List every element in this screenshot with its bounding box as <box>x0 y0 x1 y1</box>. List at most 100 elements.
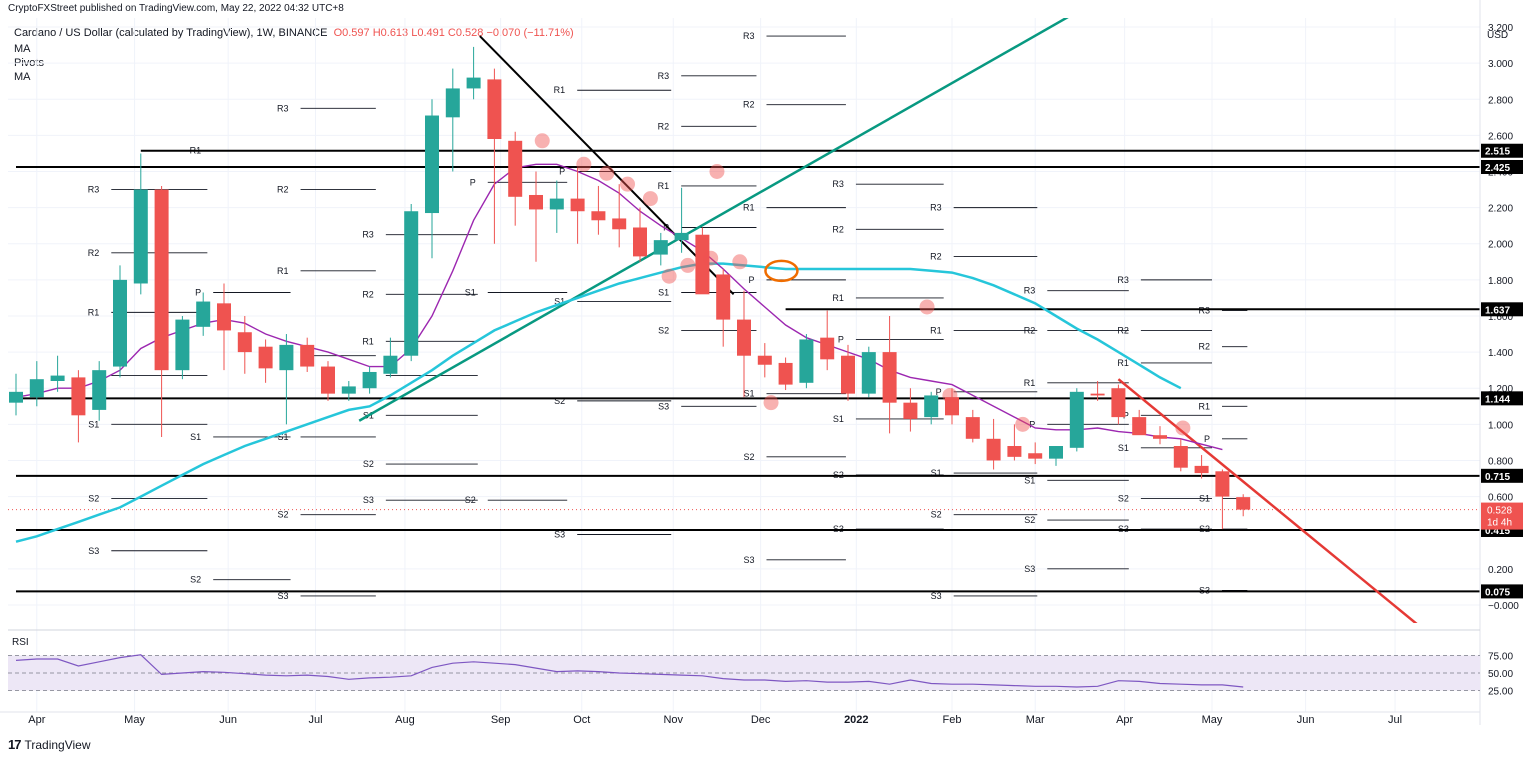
pivot-label: R3 <box>1117 275 1129 285</box>
candle <box>903 388 918 432</box>
pivot-touch-circle <box>919 299 935 315</box>
candle <box>133 153 148 295</box>
candle <box>1153 426 1167 445</box>
y-tick-label: 3.200 <box>1488 23 1513 34</box>
pivot-label: R3 <box>88 185 100 195</box>
pivot-label: P <box>1204 434 1210 444</box>
indicator-ma-fast[interactable]: MA <box>14 43 31 55</box>
candle-body <box>591 211 606 221</box>
candle-body <box>841 355 855 394</box>
candle <box>113 265 127 378</box>
plot-area: R3 R2 R1 P S1 S2 S3 R1 P S1 S2 R3 R2 R1 P S1 S2 S3 R3 R2 R1 P… <box>8 18 1480 623</box>
candle-body <box>549 198 564 210</box>
pivot-label: R1 <box>832 293 844 303</box>
y-tick-label: 1.000 <box>1488 420 1513 431</box>
candle <box>383 337 398 378</box>
x-tick-label: Dec <box>751 714 771 726</box>
candle <box>757 343 772 378</box>
candle <box>945 388 959 425</box>
rsi-level-label: 75.00 <box>1488 652 1513 663</box>
candle-body <box>1173 446 1188 468</box>
candle <box>445 68 460 172</box>
pivot-label: R1 <box>554 85 566 95</box>
candle <box>279 334 294 425</box>
pivot-label: S3 <box>658 401 669 411</box>
pivot-label: S1 <box>465 288 476 298</box>
candle <box>861 346 876 398</box>
pivot-label: R3 <box>658 71 670 81</box>
level-tag-bg <box>1481 159 1523 174</box>
level-tag-label: 0.715 <box>1485 472 1510 483</box>
pivot-label: S3 <box>88 546 99 556</box>
level-tag-label: 0.075 <box>1485 587 1510 598</box>
pivot-label: R1 <box>658 181 670 191</box>
candle-body <box>1090 393 1105 396</box>
candle <box>217 283 231 371</box>
candle-body <box>757 355 772 365</box>
candle <box>1090 381 1105 401</box>
level-tag-bg <box>1481 302 1523 317</box>
pivot-label: S2 <box>554 396 565 406</box>
tradingview-brand: TradingView <box>24 737 91 752</box>
pivot-touch-circle <box>709 164 725 180</box>
candle-body <box>674 232 689 241</box>
ma-slow-line <box>15 262 1182 543</box>
symbol-name: Cardano / US Dollar (calculated by Tradi… <box>14 27 328 39</box>
candle-body <box>425 115 439 214</box>
y-tick-label: 3.000 <box>1488 59 1513 70</box>
x-tick-label: Oct <box>573 714 590 726</box>
candle-body <box>986 438 1001 461</box>
x-tick-label: Sep <box>491 714 511 726</box>
pivot-label: S1 <box>1024 475 1035 485</box>
level-tag-bg <box>1481 468 1523 483</box>
pivot-label: S1 <box>833 414 844 424</box>
candle <box>71 370 86 443</box>
pivot-label: P <box>748 275 754 285</box>
pivot-label: R3 <box>930 203 942 213</box>
y-tick-label: 1.800 <box>1488 276 1513 287</box>
candle <box>716 269 731 347</box>
pivot-touch-circle <box>1015 416 1031 432</box>
candle <box>321 361 335 401</box>
candle-body <box>196 301 211 327</box>
pivot-label: P <box>663 222 669 232</box>
candle <box>508 131 523 226</box>
pivot-label: R3 <box>832 179 844 189</box>
publisher-note: CryptoFXStreet published on TradingView.… <box>8 3 344 14</box>
candle-body <box>217 303 231 331</box>
level-tag-bg <box>1481 143 1523 158</box>
pivot-label: R1 <box>88 307 100 317</box>
pivot-label: P <box>838 334 844 344</box>
x-tick-label: Apr <box>1116 714 1133 726</box>
indicator-ma-slow[interactable]: MA <box>14 71 31 83</box>
pivot-label: S2 <box>363 459 374 469</box>
candle-body <box>1194 465 1209 474</box>
candle <box>549 180 564 233</box>
pivot-label: S1 <box>88 419 99 429</box>
level-tag-label: 1.144 <box>1485 394 1510 405</box>
candle <box>799 334 814 389</box>
candle <box>570 167 585 244</box>
rsi-level-label: 50.00 <box>1488 669 1513 680</box>
x-tick-label: Jun <box>1297 714 1315 726</box>
y-tick-label: 1.400 <box>1488 348 1513 359</box>
candle <box>1173 438 1188 472</box>
candle-body <box>695 234 710 295</box>
level-tag-label: 1.637 <box>1485 305 1510 316</box>
pivot-label: R2 <box>743 100 755 110</box>
pivot-label: S2 <box>465 495 476 505</box>
symbol-title: Cardano / US Dollar (calculated by Tradi… <box>14 27 574 39</box>
trendline-downtrend-2021 <box>479 35 735 296</box>
candle <box>1132 409 1147 436</box>
candle-body <box>321 366 335 394</box>
candle <box>633 207 647 262</box>
candle-body <box>965 417 980 439</box>
ohlc-values: O0.597 H0.613 L0.491 C0.528 −0.070 (−11.… <box>333 27 574 39</box>
pivot-label: R3 <box>1024 286 1036 296</box>
x-tick-label: Jul <box>1388 714 1402 726</box>
level-tag-label: 2.425 <box>1485 163 1510 174</box>
price-axis-bg <box>1480 0 1536 725</box>
candle <box>425 99 439 259</box>
pivot-label: R2 <box>1024 325 1036 335</box>
